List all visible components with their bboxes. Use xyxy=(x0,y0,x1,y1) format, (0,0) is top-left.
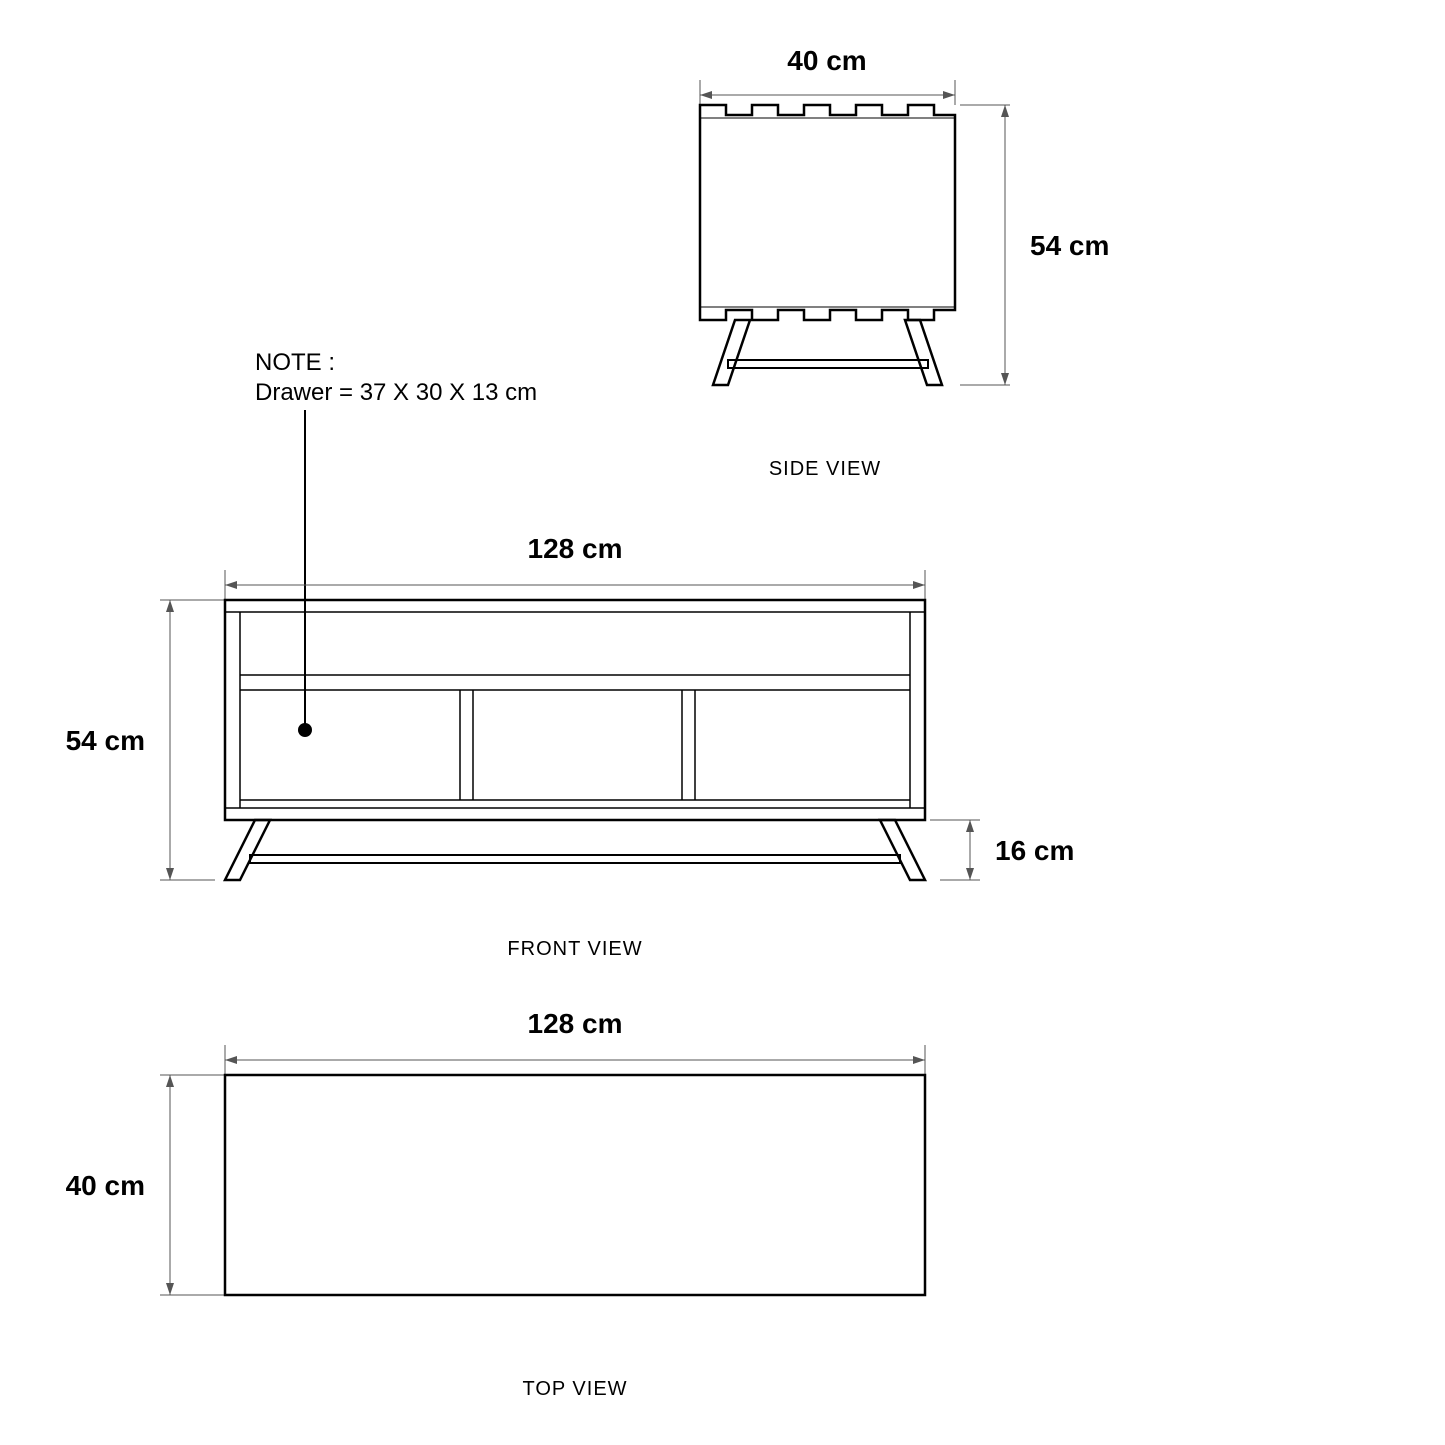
technical-drawing: 40 cm 54 cm SIDE VIEW xyxy=(0,0,1445,1445)
top-dim-height: 40 cm xyxy=(66,1075,225,1295)
top-body xyxy=(225,1075,925,1295)
side-legs xyxy=(713,320,942,385)
front-view-label: FRONT VIEW xyxy=(507,938,642,960)
top-width-label: 128 cm xyxy=(528,1008,623,1039)
side-dim-width: 40 cm xyxy=(700,45,955,105)
note-dot xyxy=(298,723,312,737)
top-height-label: 40 cm xyxy=(66,1170,145,1201)
front-view-group: 128 cm 54 cm 16 cm xyxy=(66,533,1075,960)
side-dim-height: 54 cm xyxy=(960,105,1109,385)
top-view-label: TOP VIEW xyxy=(522,1378,627,1400)
side-view-label: SIDE VIEW xyxy=(769,458,881,480)
note-group: NOTE : Drawer = 37 X 30 X 13 cm xyxy=(255,349,537,737)
side-view-group: 40 cm 54 cm SIDE VIEW xyxy=(700,45,1109,480)
front-leg-label: 16 cm xyxy=(995,835,1074,866)
top-dim-width: 128 cm xyxy=(225,1008,925,1075)
side-width-label: 40 cm xyxy=(787,45,866,76)
front-dim-width: 128 cm xyxy=(225,533,925,600)
note-text: Drawer = 37 X 30 X 13 cm xyxy=(255,379,537,406)
front-body xyxy=(225,600,925,820)
top-view-group: 128 cm 40 cm TOP VIEW xyxy=(66,1008,925,1400)
front-width-label: 128 cm xyxy=(528,533,623,564)
front-dim-height: 54 cm xyxy=(66,600,225,880)
side-height-label: 54 cm xyxy=(1030,230,1109,261)
side-body xyxy=(700,105,955,320)
front-legs xyxy=(225,820,925,880)
front-dim-leg: 16 cm xyxy=(930,820,1074,880)
front-height-label: 54 cm xyxy=(66,725,145,756)
note-title: NOTE : xyxy=(255,349,335,376)
